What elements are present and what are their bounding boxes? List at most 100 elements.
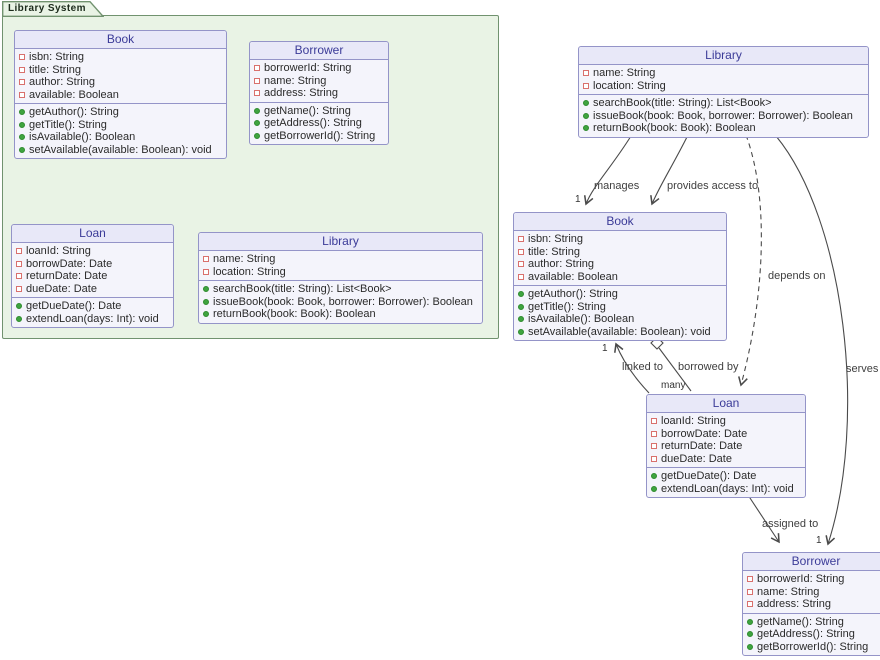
attribute-row: borrowDate: Date xyxy=(651,428,801,441)
method-row: returnBook(book: Book): Boolean xyxy=(583,122,864,135)
method-row: setAvailable(available: Boolean): void xyxy=(19,144,222,157)
attribute-row: dueDate: Date xyxy=(16,283,169,296)
attribute-row: available: Boolean xyxy=(518,271,722,284)
public-method-icon xyxy=(203,298,209,305)
attribute-row: title: String xyxy=(19,64,222,77)
edge-label-provides-access-to: provides access to xyxy=(667,180,758,192)
method-text: getAuthor(): String xyxy=(528,288,618,300)
public-method-icon xyxy=(651,473,657,480)
public-method-icon xyxy=(518,291,524,298)
attribute-row: name: String xyxy=(254,75,384,88)
attribute-text: name: String xyxy=(213,253,276,265)
private-field-icon xyxy=(651,455,657,462)
method-text: extendLoan(days: Int): void xyxy=(26,312,159,325)
attribute-row: location: String xyxy=(203,266,478,279)
private-field-icon xyxy=(747,601,753,608)
attribute-text: author: String xyxy=(29,76,96,88)
method-row: searchBook(title: String): List<Book> xyxy=(583,97,864,110)
method-text: getAuthor(): String xyxy=(29,106,119,118)
class-loan-right: Loan loanId: String borrowDate: Date ret… xyxy=(646,394,806,498)
attribute-text: name: String xyxy=(757,585,820,598)
attribute-row: borrowerId: String xyxy=(254,62,384,75)
class-title: Borrower xyxy=(250,42,388,60)
multiplicity-borrowed-by: many xyxy=(661,380,685,391)
class-title: Borrower xyxy=(743,553,880,571)
private-field-icon xyxy=(518,261,524,268)
private-field-icon xyxy=(16,285,22,292)
method-row: getTitle(): String xyxy=(518,301,722,314)
method-row: getAuthor(): String xyxy=(518,288,722,301)
attribute-row: dueDate: Date xyxy=(651,453,801,466)
methods-section: getName(): String getAddress(): String g… xyxy=(743,612,880,656)
method-text: getDueDate(): Date xyxy=(26,300,122,312)
private-field-icon xyxy=(19,79,25,86)
public-method-icon xyxy=(19,121,25,128)
attribute-text: isbn: String xyxy=(528,233,584,245)
method-row: isAvailable(): Boolean xyxy=(19,131,222,144)
attribute-row: available: Boolean xyxy=(19,89,222,102)
method-text: isAvailable(): Boolean xyxy=(528,313,635,325)
public-method-icon xyxy=(518,316,524,323)
class-title: Loan xyxy=(647,395,805,413)
attribute-row: loanId: String xyxy=(651,415,801,428)
edge-provides-access-to xyxy=(650,134,689,206)
edge-label-assigned-to: assigned to xyxy=(762,518,818,530)
methods-section: searchBook(title: String): List<Book> is… xyxy=(199,280,482,323)
method-row: isAvailable(): Boolean xyxy=(518,313,722,326)
package-library-system-tab: Library System xyxy=(1,0,105,18)
attribute-text: title: String xyxy=(29,63,81,76)
attributes-section: borrowerId: String name: String address:… xyxy=(743,571,880,613)
method-text: isAvailable(): Boolean xyxy=(29,131,136,143)
edge-label-borrowed-by: borrowed by xyxy=(678,361,739,373)
attribute-text: name: String xyxy=(264,74,327,87)
multiplicity-serves: 1 xyxy=(816,535,822,546)
method-text: getName(): String xyxy=(264,104,351,117)
private-field-icon xyxy=(16,273,22,280)
private-field-icon xyxy=(19,54,25,61)
private-field-icon xyxy=(19,91,25,98)
public-method-icon xyxy=(518,328,524,335)
edge-label-manages: manages xyxy=(594,180,640,192)
method-text: getAddress(): String xyxy=(264,117,362,129)
attribute-text: dueDate: Date xyxy=(661,452,732,465)
public-method-icon xyxy=(583,112,589,119)
methods-section: getAuthor(): String getTitle(): String i… xyxy=(514,285,726,340)
methods-section: getDueDate(): Date extendLoan(days: Int)… xyxy=(647,467,805,497)
attribute-row: borrowDate: Date xyxy=(16,258,169,271)
package-tab-shape xyxy=(1,0,105,18)
method-text: getTitle(): String xyxy=(528,300,606,313)
edge-assigned-to xyxy=(747,494,780,544)
private-field-icon xyxy=(518,248,524,255)
methods-section: getAuthor(): String getTitle(): String i… xyxy=(15,103,226,158)
class-title: Book xyxy=(15,31,226,49)
public-method-icon xyxy=(254,120,260,127)
attribute-text: returnDate: Date xyxy=(661,440,743,452)
method-row: setAvailable(available: Boolean): void xyxy=(518,326,722,339)
attributes-section: loanId: String borrowDate: Date returnDa… xyxy=(647,413,805,467)
attributes-section: isbn: String title: String author: Strin… xyxy=(514,231,726,285)
method-text: getDueDate(): Date xyxy=(661,470,757,482)
attribute-row: author: String xyxy=(518,258,722,271)
method-text: setAvailable(available: Boolean): void xyxy=(528,325,711,338)
attribute-text: borrowDate: Date xyxy=(26,257,113,270)
method-row: getName(): String xyxy=(747,616,880,629)
class-title: Loan xyxy=(12,225,173,243)
public-method-icon xyxy=(19,146,25,153)
multiplicity-manages: 1 xyxy=(575,194,581,205)
private-field-icon xyxy=(747,588,753,595)
class-book-right: Book isbn: String title: String author: … xyxy=(513,212,727,341)
attribute-row: returnDate: Date xyxy=(651,440,801,453)
public-method-icon xyxy=(254,132,260,139)
public-method-icon xyxy=(16,315,22,322)
method-text: returnBook(book: Book): Boolean xyxy=(213,308,376,320)
attribute-text: returnDate: Date xyxy=(26,270,108,282)
attributes-section: isbn: String title: String author: Strin… xyxy=(15,49,226,103)
public-method-icon xyxy=(203,311,209,318)
method-text: searchBook(title: String): List<Book> xyxy=(213,283,392,295)
class-title: Book xyxy=(514,213,726,231)
method-text: returnBook(book: Book): Boolean xyxy=(593,122,756,134)
attribute-row: borrowerId: String xyxy=(747,573,880,586)
attributes-section: borrowerId: String name: String address:… xyxy=(250,60,388,102)
public-method-icon xyxy=(651,485,657,492)
private-field-icon xyxy=(518,273,524,280)
